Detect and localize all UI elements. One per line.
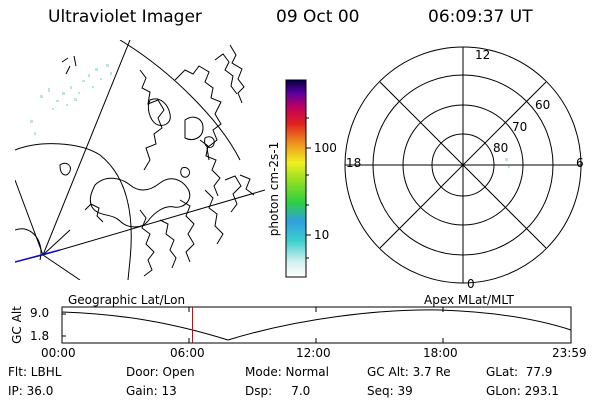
- polar-label-18: 18: [346, 156, 362, 170]
- polar-lat-70: 70: [512, 120, 528, 134]
- timeline-xtick-1200: 12:00: [296, 346, 331, 360]
- info-seq: Seq: 39: [367, 384, 413, 398]
- info-gain: Gain: 13: [126, 384, 177, 398]
- timeline-xtick-0000: 00:00: [41, 346, 76, 360]
- emission-speckle: [30, 64, 112, 135]
- colorbar-scale: [285, 79, 307, 278]
- time-label: 06:09:37 UT: [428, 7, 533, 27]
- timeline-xtick-2359: 23:59: [552, 346, 587, 360]
- polar-label-6: 6: [576, 156, 584, 170]
- geographic-map: [15, 40, 265, 280]
- timeline-xtick-0600: 06:00: [170, 346, 205, 360]
- colorbar: [285, 79, 311, 278]
- timeline-plot: [61, 306, 572, 344]
- timeline-xtick-1800: 18:00: [423, 346, 458, 360]
- polar-plot: [344, 46, 582, 284]
- colorbar-tick-10: 10: [314, 228, 330, 242]
- date-label: 09 Oct 00: [276, 7, 360, 27]
- timeline-left-title: Geographic Lat/Lon: [68, 293, 186, 307]
- colorbar-label: photon cm-2s-1: [267, 141, 281, 237]
- info-dsp: Dsp: 7.0: [245, 384, 311, 398]
- timeline-right-title: Apex MLat/MLT: [424, 293, 514, 307]
- info-filter: Flt: LBHL: [8, 365, 62, 379]
- info-ip: IP: 36.0: [8, 384, 54, 398]
- timeline-ytick-max: 9.0: [30, 306, 50, 320]
- timeline-ylabel: GC Alt: [10, 306, 24, 344]
- polar-emission: [505, 158, 510, 168]
- info-gc-alt: GC Alt: 3.7 Re: [367, 365, 451, 379]
- timeline-frame: [61, 306, 572, 344]
- info-door: Door: Open: [126, 365, 195, 379]
- app-title: Ultraviolet Imager: [48, 7, 202, 27]
- altitude-curve: [61, 309, 572, 341]
- polar-label-12: 12: [475, 48, 491, 62]
- colorbar-tick-100: 100: [314, 141, 337, 155]
- polar-lat-80: 80: [493, 141, 509, 155]
- info-glon: GLon: 293.1: [486, 384, 559, 398]
- polar-label-0: 0: [467, 277, 475, 291]
- info-mode: Mode: Normal: [245, 365, 329, 379]
- timeline-ytick-min: 1.8: [30, 329, 50, 343]
- info-glat: GLat: 77.9: [486, 365, 553, 379]
- polar-lat-60: 60: [535, 98, 551, 112]
